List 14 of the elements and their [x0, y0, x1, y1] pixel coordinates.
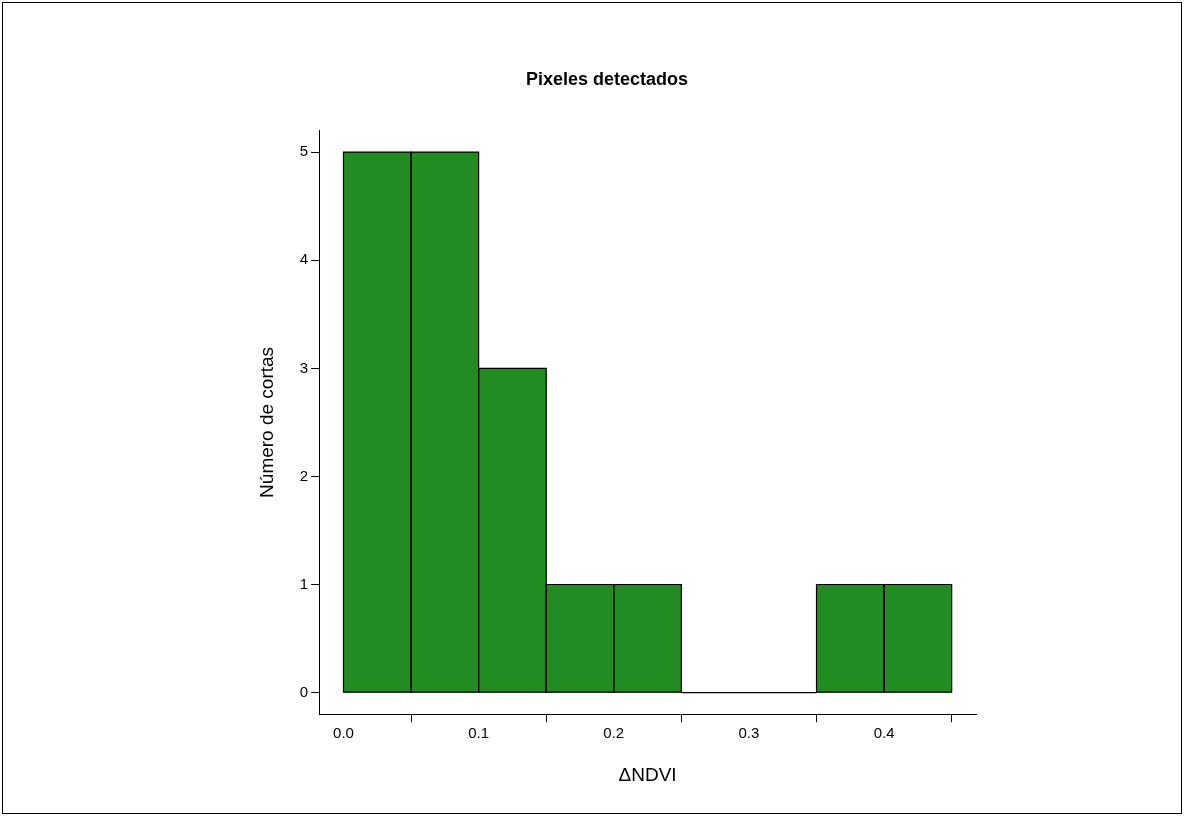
x-tick-label: 0.0 — [333, 724, 354, 742]
x-tick-label: 0.3 — [738, 724, 760, 742]
y-axis-title: Número de cortas — [255, 346, 277, 498]
y-tick-label: 4 — [299, 250, 309, 268]
x-tick-label: 0.2 — [603, 724, 625, 742]
y-tick-label: 2 — [299, 466, 309, 484]
x-axis-title: ΔNDVI — [618, 763, 677, 785]
x-tick-label: 0.4 — [873, 724, 895, 742]
y-tick-label: 5 — [299, 142, 309, 160]
x-tick-label: 0.1 — [468, 724, 490, 742]
chart-title: Pixeles detectados — [525, 68, 689, 89]
y-tick-label: 3 — [299, 358, 309, 376]
y-tick-label: 1 — [299, 574, 309, 592]
y-tick-label: 0 — [299, 682, 309, 700]
